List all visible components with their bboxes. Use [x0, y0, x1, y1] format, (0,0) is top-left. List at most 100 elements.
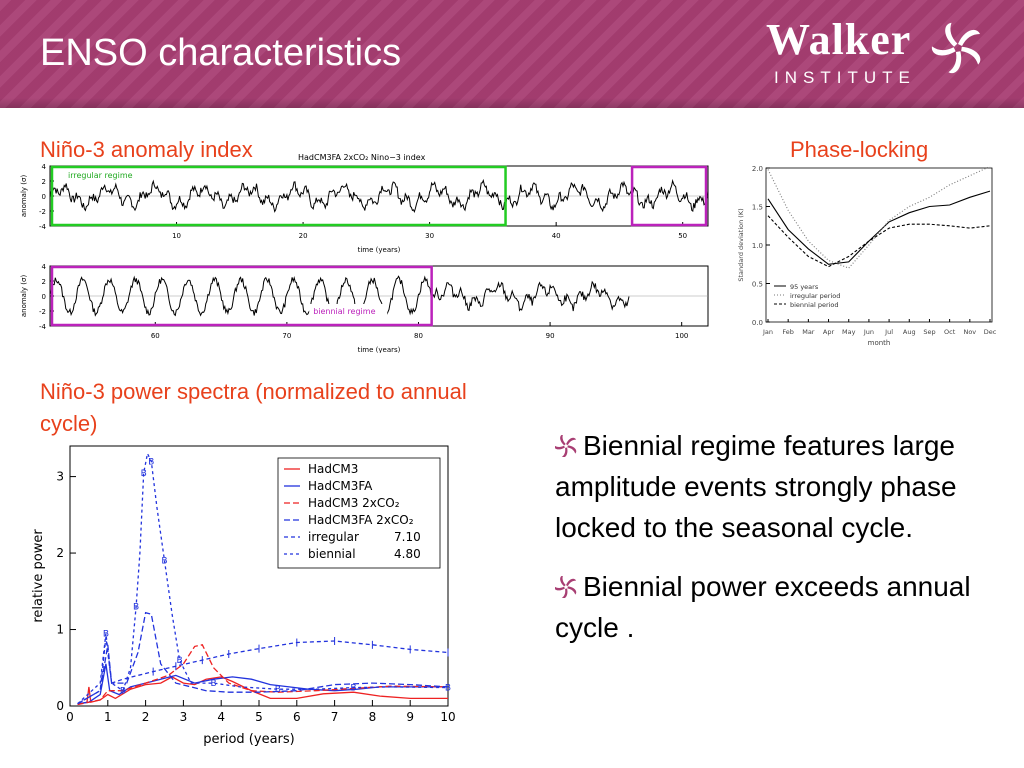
legend-label: HadCM3 2xCO₂ — [308, 496, 400, 510]
power-spectra-chart: 0 1 2 3 0 1 2 3 4 5 6 7 8 9 10 period (years) relative p… — [31, 445, 456, 747]
x-tick-label: 20 — [299, 232, 308, 240]
x-tick-label: Aug — [903, 328, 916, 336]
x-tick-label: 50 — [678, 232, 687, 240]
spectrum-series-line — [77, 611, 449, 705]
y-axis-label: Standard deviation (K) — [737, 208, 745, 281]
x-tick-label: 100 — [675, 332, 688, 340]
x-tick-label: Mar — [802, 328, 815, 336]
x-tick-label: 8 — [369, 710, 377, 724]
x-tick-label: 3 — [180, 710, 188, 724]
x-tick-label: Oct — [944, 328, 956, 336]
x-tick-label: 0 — [66, 710, 74, 724]
slide-title: ENSO characteristics — [40, 32, 402, 74]
phase-series-line — [767, 165, 991, 269]
bullet-text: Biennial power exceeds annual cycle . — [555, 571, 971, 643]
pinwheel-logo-icon — [931, 22, 981, 74]
legend-value: 4.80 — [394, 547, 421, 561]
late-regime-box — [630, 165, 708, 227]
y-axis-label: anomaly (σ) — [20, 275, 28, 318]
plot-frame — [69, 445, 449, 707]
x-axis-label: period (years) — [203, 732, 294, 747]
bullet-item: Biennial regime features large amplitude… — [555, 425, 995, 548]
b-marker: B — [148, 457, 154, 467]
x-tick-label: 70 — [282, 332, 291, 340]
x-tick-label: 80 — [414, 332, 423, 340]
x-tick-label: Sep — [923, 328, 935, 336]
x-tick-label: Dec — [984, 328, 997, 336]
x-tick-label: 1 — [104, 710, 112, 724]
nino3-index-label: Niño-3 anomaly index — [40, 137, 253, 162]
bullet-item: Biennial power exceeds annual cycle . — [555, 566, 995, 648]
b-marker: B — [103, 629, 109, 639]
spectrum-series-line — [77, 451, 449, 705]
bullet-list: Biennial regime features large amplitude… — [555, 425, 995, 666]
y-tick-label: 0 — [42, 193, 46, 201]
spectrum-series-line — [77, 644, 449, 706]
nino3-timeseries-chart: HadCM3FA 2xCO₂ Nino−3 index 420-2-410 20 3… — [20, 153, 709, 353]
y-tick-label: 0.5 — [752, 281, 763, 289]
y-tick-label: 4 — [42, 163, 47, 171]
b-marker: B — [177, 656, 183, 666]
x-tick-label: Jan — [762, 328, 773, 336]
x-axis-label: time (years) — [358, 246, 401, 254]
legend-label: HadCM3 — [308, 462, 358, 476]
b-marker: B — [120, 687, 126, 697]
walker-institute-logo: Walker INSTITUTE — [766, 14, 996, 94]
header-shadow — [0, 98, 1024, 108]
b-marker: B — [161, 557, 167, 567]
header-texture — [0, 0, 1024, 108]
bullet-text: Biennial regime features large amplitude… — [555, 430, 957, 543]
x-tick-label: Nov — [963, 328, 976, 336]
y-tick-label: -2 — [39, 208, 46, 216]
y-tick-label: 2 — [42, 178, 46, 186]
pinwheel-bullet-icon — [555, 576, 577, 598]
x-tick-label: 40 — [552, 232, 561, 240]
y-tick-label: 0.0 — [752, 319, 763, 327]
x-tick-label: 4 — [217, 710, 225, 724]
ts-title: HadCM3FA 2xCO₂ Nino−3 index — [298, 153, 426, 162]
y-tick-label: -2 — [39, 308, 46, 316]
anomaly-series-line — [49, 178, 709, 214]
irregular-regime-label: irregular regime — [68, 171, 133, 180]
y-tick-label: 3 — [56, 470, 64, 484]
legend-value: 7.10 — [394, 530, 421, 544]
x-tick-label: 90 — [546, 332, 555, 340]
b-marker: B — [133, 603, 139, 613]
phase-locking-label: Phase-locking — [790, 137, 929, 162]
y-tick-label: 0 — [42, 293, 46, 301]
irregular-regime-box — [50, 165, 507, 227]
biennial-regime-label: biennial regime — [313, 307, 375, 316]
y-tick-label: 2.0 — [752, 165, 763, 173]
legend-label: biennial — [308, 547, 356, 561]
x-tick-label: 30 — [425, 232, 434, 240]
b-marker: B — [141, 469, 147, 479]
spectrum-series-line — [77, 637, 449, 705]
y-tick-label: 2 — [56, 546, 64, 560]
y-axis-label: relative power — [31, 529, 46, 623]
b-marker: B — [350, 684, 356, 694]
x-axis-label: time (years) — [358, 346, 401, 353]
x-tick-label: May — [842, 328, 856, 336]
x-tick-label: Jun — [863, 328, 874, 336]
y-tick-label: -4 — [39, 223, 47, 231]
anomaly-series-line — [49, 275, 630, 317]
logo-sub: INSTITUTE — [774, 68, 916, 87]
legend-label: HadCM3FA — [308, 479, 373, 493]
x-tick-label: 5 — [255, 710, 263, 724]
phase-series-line — [767, 215, 991, 268]
y-axis-label: anomaly (σ) — [20, 175, 28, 218]
y-tick-label: 0 — [56, 699, 64, 713]
pinwheel-bullet-icon — [555, 435, 577, 457]
logo-word: Walker — [766, 15, 912, 64]
y-tick-label: 1.0 — [752, 242, 763, 250]
x-tick-label: 2 — [142, 710, 150, 724]
x-tick-label: Jul — [884, 328, 893, 336]
x-tick-label: 60 — [151, 332, 160, 340]
x-tick-label: 6 — [293, 710, 301, 724]
biennial-label-bg — [309, 304, 388, 317]
biennial-regime-box — [50, 265, 433, 327]
power-spectra-label: Niño-3 power spectra (normalized to annu… — [40, 379, 467, 436]
x-axis-label: month — [868, 339, 891, 347]
legend-label: irregular period — [790, 292, 840, 300]
